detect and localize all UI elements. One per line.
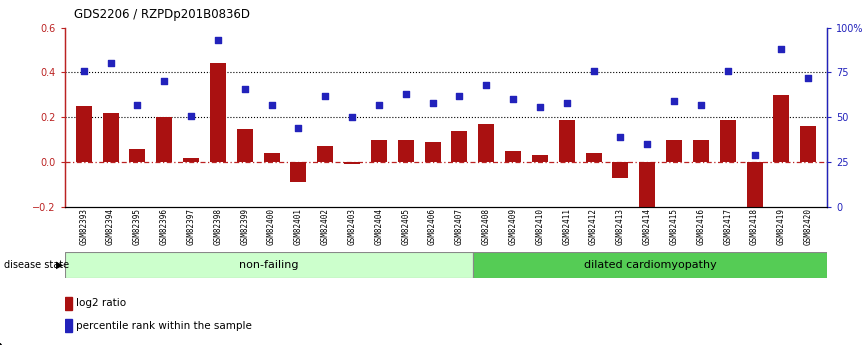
Bar: [65, 252, 473, 278]
Point: [694, 102, 708, 108]
Bar: [585, 153, 602, 162]
Bar: [666, 140, 682, 162]
Point: [506, 97, 520, 102]
Bar: [75, 106, 92, 162]
Point: [238, 86, 252, 91]
Bar: [290, 162, 307, 182]
Bar: [473, 252, 827, 278]
Bar: [612, 162, 629, 178]
Bar: [210, 63, 226, 162]
Point: [211, 37, 225, 43]
Point: [131, 102, 145, 108]
Bar: [65, 296, 72, 310]
Bar: [559, 119, 575, 162]
Bar: [693, 140, 709, 162]
Bar: [773, 95, 790, 162]
Point: [559, 100, 573, 106]
Bar: [424, 142, 441, 162]
Point: [399, 91, 413, 97]
Bar: [65, 319, 72, 333]
Text: GDS2206 / RZPDp201B0836D: GDS2206 / RZPDp201B0836D: [74, 8, 249, 21]
Point: [452, 93, 466, 99]
Bar: [478, 124, 494, 162]
Point: [346, 115, 359, 120]
Point: [801, 75, 815, 81]
Point: [319, 93, 333, 99]
Point: [586, 68, 600, 73]
Text: disease state: disease state: [4, 260, 69, 270]
Bar: [263, 153, 280, 162]
Point: [158, 79, 171, 84]
Point: [533, 104, 546, 109]
Point: [184, 113, 198, 118]
Point: [77, 68, 91, 73]
Point: [613, 134, 627, 140]
Bar: [451, 131, 468, 162]
Bar: [505, 151, 521, 162]
Bar: [639, 162, 656, 207]
Point: [640, 141, 654, 147]
Text: log2 ratio: log2 ratio: [76, 298, 126, 308]
Bar: [102, 113, 119, 162]
Text: ▶: ▶: [56, 260, 64, 270]
Point: [667, 98, 681, 104]
Bar: [532, 155, 548, 162]
Text: dilated cardiomyopathy: dilated cardiomyopathy: [584, 260, 716, 270]
Bar: [746, 162, 763, 207]
Point: [292, 125, 306, 131]
Bar: [156, 117, 172, 162]
Point: [426, 100, 440, 106]
Bar: [800, 126, 817, 162]
Bar: [317, 146, 333, 162]
Bar: [720, 119, 736, 162]
Bar: [129, 149, 145, 162]
Point: [774, 46, 788, 52]
Point: [479, 82, 493, 88]
Point: [721, 68, 734, 73]
Text: non-failing: non-failing: [239, 260, 299, 270]
Bar: [236, 128, 253, 162]
Bar: [344, 162, 360, 164]
Point: [104, 61, 118, 66]
Bar: [397, 140, 414, 162]
Text: percentile rank within the sample: percentile rank within the sample: [76, 321, 252, 331]
Point: [747, 152, 761, 158]
Bar: [183, 158, 199, 162]
Point: [265, 102, 279, 108]
Bar: [371, 140, 387, 162]
Point: [372, 102, 386, 108]
